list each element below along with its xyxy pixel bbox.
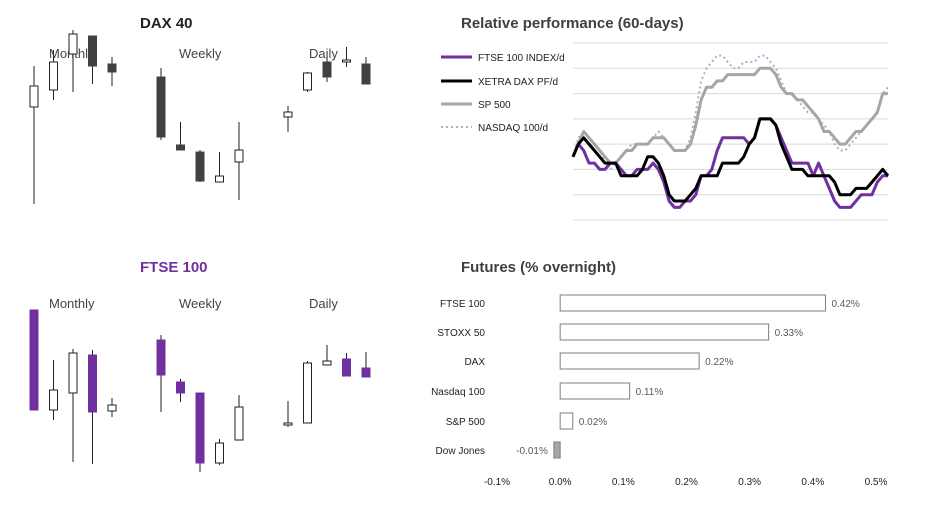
relative-series-line [572, 54, 889, 171]
ftse-monthly-label: Monthly [49, 296, 95, 311]
futures-category-label: DAX [464, 357, 485, 368]
ftse-monthly-candle [68, 352, 78, 394]
futures-tick-label: 0.5% [865, 477, 888, 488]
dax-daily-candle [303, 72, 312, 91]
futures-bar [553, 441, 561, 459]
relative-legend-label: FTSE 100 INDEX/d [478, 53, 565, 64]
futures-bar [559, 382, 631, 400]
relative-legend-label: XETRA DAX PF/d [478, 77, 558, 88]
ftse-monthly-candle [29, 309, 39, 411]
relative-series-line [571, 66, 888, 165]
futures-bar [559, 294, 826, 312]
futures-tick-label: 0.1% [612, 477, 635, 488]
relative-legend-label: NASDAQ 100/d [478, 123, 548, 134]
futures-tick-label: 0.0% [549, 477, 572, 488]
futures-bar [559, 352, 700, 370]
ftse-daily-candle [283, 422, 293, 426]
futures-category-label: Nasdaq 100 [431, 387, 485, 398]
futures-value-label: -0.01% [516, 446, 548, 457]
futures-value-label: 0.11% [636, 387, 664, 398]
ftse-daily-candle [322, 360, 332, 366]
ftse-monthly-candle [49, 389, 58, 411]
futures-category-label: STOXX 50 [437, 328, 485, 339]
ftse-daily-candle [361, 367, 371, 378]
futures-tick-label: 0.4% [801, 477, 824, 488]
futures-category-label: Dow Jones [436, 446, 485, 457]
futures-bar [559, 412, 574, 430]
dax-monthly-candle [88, 35, 97, 67]
futures-value-label: 0.42% [831, 299, 859, 310]
dax-weekly-label: Weekly [179, 46, 222, 61]
futures-value-label: 0.33% [775, 328, 803, 339]
ftse-monthly-candle [107, 404, 117, 412]
dax-weekly-candle [215, 175, 224, 183]
dax-title: DAX 40 [140, 15, 193, 32]
dax-monthly-candle [49, 61, 58, 91]
futures-tick-label: 0.2% [675, 477, 698, 488]
relative-title: Relative performance (60-days) [461, 15, 684, 32]
futures-tick-label: -0.1% [484, 477, 510, 488]
ftse-daily-label: Daily [309, 296, 338, 311]
futures-value-label: 0.22% [705, 357, 733, 368]
futures-category-label: S&P 500 [446, 417, 486, 428]
dax-daily-candle [322, 61, 332, 78]
dax-daily-candle [361, 63, 371, 85]
dax-monthly-candle [107, 63, 117, 73]
dax-weekly-candle [195, 151, 205, 182]
ftse-weekly-label: Weekly [179, 296, 222, 311]
dax-daily-label: Daily [309, 46, 338, 61]
dax-monthly-candle [29, 85, 39, 108]
futures-tick-label: 0.3% [738, 477, 761, 488]
futures-title: Futures (% overnight) [461, 259, 617, 276]
ftse-weekly-candle [234, 406, 244, 441]
ftse-weekly-candle [176, 381, 185, 394]
dax-weekly-candle [176, 144, 185, 151]
relative-series-line [571, 117, 890, 203]
dax-monthly-candle [68, 33, 78, 55]
dax-weekly-candle [156, 76, 166, 138]
ftse-weekly-candle [195, 392, 205, 464]
futures-category-label: FTSE 100 [440, 299, 485, 310]
relative-legend-label: SP 500 [478, 100, 511, 111]
ftse-weekly-candle [215, 442, 224, 464]
ftse-daily-candle [342, 358, 351, 377]
ftse-title: FTSE 100 [140, 259, 208, 276]
futures-bar [559, 323, 770, 341]
futures-value-label: 0.02% [579, 417, 607, 428]
dax-weekly-candle [234, 149, 244, 163]
dax-daily-candle [342, 59, 351, 63]
dax-daily-candle [283, 111, 293, 118]
ftse-monthly-candle [88, 354, 97, 413]
ftse-weekly-candle [156, 339, 166, 376]
ftse-daily-candle [303, 362, 312, 424]
